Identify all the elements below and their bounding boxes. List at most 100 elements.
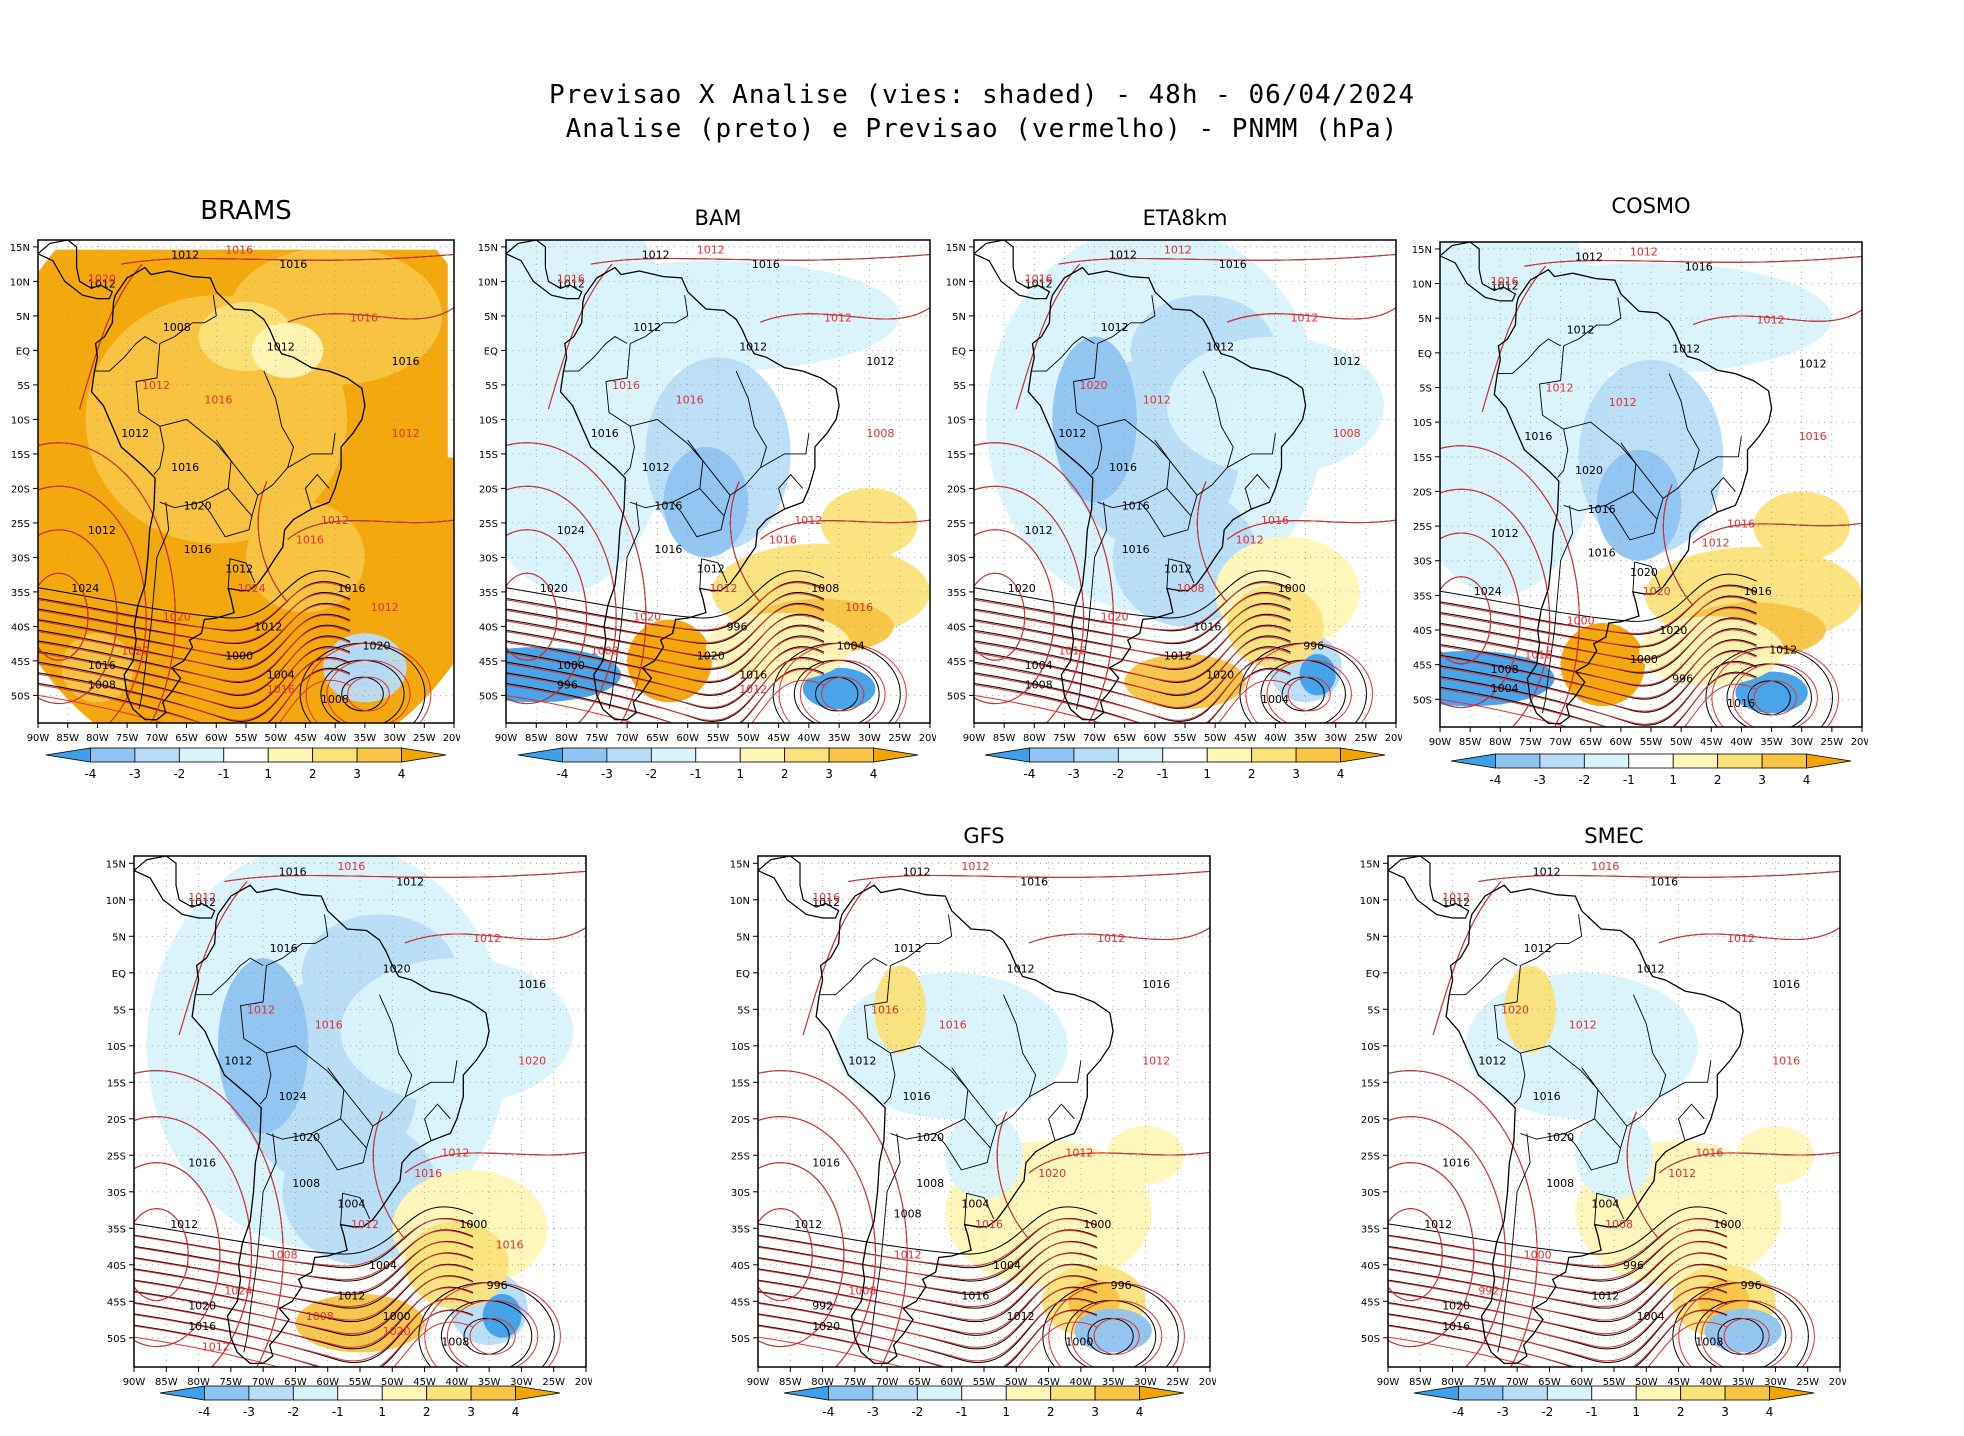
contour-label-forecast: 1000 xyxy=(1524,1249,1552,1262)
country-border xyxy=(135,343,161,427)
lat-tick-label: 30S xyxy=(107,1188,126,1199)
contour-label-forecast: 1012 xyxy=(188,891,216,904)
contour-label-analysis: 1020 xyxy=(697,649,725,662)
contour-label-analysis: 1016 xyxy=(1142,978,1170,991)
lon-tick-label: 55W xyxy=(707,733,730,744)
lat-tick-label: 30S xyxy=(1413,557,1432,568)
country-border xyxy=(1166,558,1195,589)
country-border xyxy=(819,957,888,996)
country-border xyxy=(1656,373,1700,520)
lon-tick-label: 20W xyxy=(575,1377,592,1388)
lon-tick-label: 85W xyxy=(1409,1377,1432,1388)
colorbar-tick-label: 2 xyxy=(1714,773,1722,787)
lat-tick-label: 15N xyxy=(10,243,30,254)
lon-tick-label: 50W xyxy=(1204,733,1227,744)
contour-label-analysis: 1016 xyxy=(171,461,199,474)
contour-label-forecast: 1020 xyxy=(121,645,149,658)
country-border xyxy=(1048,1103,1075,1141)
bias-shading xyxy=(340,958,574,1105)
colorbar-tick-label: 2 xyxy=(423,1405,431,1419)
colorbar-tick-label: -2 xyxy=(1112,767,1124,781)
contour-label-forecast: 1016 xyxy=(225,244,253,257)
lat-tick-label: 25S xyxy=(107,1151,126,1162)
contour-label-forecast: 1016 xyxy=(612,379,640,392)
country-border xyxy=(1565,1118,1621,1171)
bias-shading xyxy=(1575,1111,1653,1200)
bias-shading xyxy=(1753,491,1850,561)
country-border xyxy=(1097,295,1156,344)
colorbar-tick-label: 3 xyxy=(1091,1405,1099,1419)
lon-tick-label: 85W xyxy=(525,733,548,744)
contour-label-analysis: 1008 xyxy=(321,693,349,706)
contour-label-analysis: 1016 xyxy=(1193,620,1221,633)
lon-tick-label: 85W xyxy=(779,1377,802,1388)
lat-tick-label: 10S xyxy=(1361,1042,1380,1053)
contour-label-analysis: 996 xyxy=(1741,1279,1762,1292)
colorbar-eta8km: -4 -3 -2 -1 1 2 3 4 xyxy=(984,747,1386,781)
colorbar-tick-label: 1 xyxy=(736,767,744,781)
lon-tick-label: 50W xyxy=(1635,1377,1658,1388)
lon-tick-label: 35W xyxy=(828,733,851,744)
contour-label-analysis: 1012 xyxy=(1025,524,1053,537)
contour-label-analysis: 1012 xyxy=(1575,251,1603,264)
map-panel-brams: 1012101610121008101210161012101610201012… xyxy=(10,239,460,744)
contour-label-forecast: 1008 xyxy=(866,427,894,440)
lat-tick-label: 40S xyxy=(731,1261,750,1272)
lon-tick-label: 25W xyxy=(1166,1377,1189,1388)
colorbar-tick-label: -4 xyxy=(1452,1405,1464,1419)
contour-label-analysis: 1000 xyxy=(459,1218,487,1231)
contour-label-analysis: 1016 xyxy=(1588,503,1616,516)
contour-label-forecast: 1020 xyxy=(518,1054,546,1067)
country-border xyxy=(1658,1060,1712,1098)
contour-label-analysis: 1016 xyxy=(1744,585,1772,598)
coastline-central-america xyxy=(758,856,840,919)
colorbar-tick-label: 4 xyxy=(1136,1405,1144,1419)
contour-label-forecast: 1012 xyxy=(961,860,989,873)
lon-tick-label: 90W xyxy=(747,1377,770,1388)
lat-tick-label: 25S xyxy=(731,1151,750,1162)
contour-label-analysis: 1004 xyxy=(1261,693,1289,706)
lat-tick-label: 40S xyxy=(947,622,966,633)
country-border xyxy=(867,1133,901,1353)
contour-label-analysis: 1012 xyxy=(225,562,253,575)
lon-tick-label: 20W xyxy=(1199,1377,1216,1388)
contour-label-analysis: 1024 xyxy=(557,524,585,537)
colorbar-tick-label: -3 xyxy=(129,767,141,781)
colorbar-tick-label: 1 xyxy=(1002,1405,1010,1419)
contour-label-forecast: 1020 xyxy=(633,611,661,624)
contour-label-analysis: 1016 xyxy=(812,1157,840,1170)
contour-label-analysis: 1012 xyxy=(121,427,149,440)
colorbar-tick-label: -2 xyxy=(287,1405,299,1419)
contour-label-analysis: 1016 xyxy=(1650,876,1678,889)
contour-label-analysis: 1012 xyxy=(337,1290,365,1303)
lat-tick-label: 5S xyxy=(485,381,498,392)
contour-label-analysis: 1020 xyxy=(184,500,212,513)
contour-label-analysis: 1008 xyxy=(811,582,839,595)
lat-tick-label: 35S xyxy=(1413,591,1432,602)
contour-label-forecast: 1016 xyxy=(267,683,295,696)
colorbar-tick-label: -1 xyxy=(1586,1405,1598,1419)
contour-label-analysis: 1016 xyxy=(1219,258,1247,271)
lat-tick-label: 45S xyxy=(11,657,30,668)
lon-tick-label: 85W xyxy=(56,733,79,744)
lon-tick-label: 60W xyxy=(1570,1377,1593,1388)
lon-tick-label: 50W xyxy=(1005,1377,1028,1388)
contour-label-analysis: 1004 xyxy=(993,1259,1021,1272)
contour-label-forecast: 1020 xyxy=(1101,611,1129,624)
lon-tick-label: 50W xyxy=(1670,737,1693,748)
contour-label-forecast: 1016 xyxy=(1772,1054,1800,1067)
lon-tick-label: 50W xyxy=(737,733,760,744)
contour-label-analysis: 1012 xyxy=(1101,321,1129,334)
lat-tick-label: 15S xyxy=(1361,1078,1380,1089)
contour-label-analysis: 1016 xyxy=(188,1320,216,1333)
lon-tick-label: 75W xyxy=(1053,733,1076,744)
bias-shading xyxy=(874,965,926,1054)
lon-tick-label: 35W xyxy=(1102,1377,1125,1388)
contour-label-analysis: 1012 xyxy=(171,249,199,262)
lon-tick-label: 80W xyxy=(1441,1377,1464,1388)
lat-tick-label: 5S xyxy=(953,381,966,392)
contour-label-forecast: 1012 xyxy=(794,514,822,527)
contour-label-forecast: 1012 xyxy=(1546,382,1574,395)
lon-tick-label: 30W xyxy=(1324,733,1347,744)
contour-label-forecast: 1020 xyxy=(1080,379,1108,392)
